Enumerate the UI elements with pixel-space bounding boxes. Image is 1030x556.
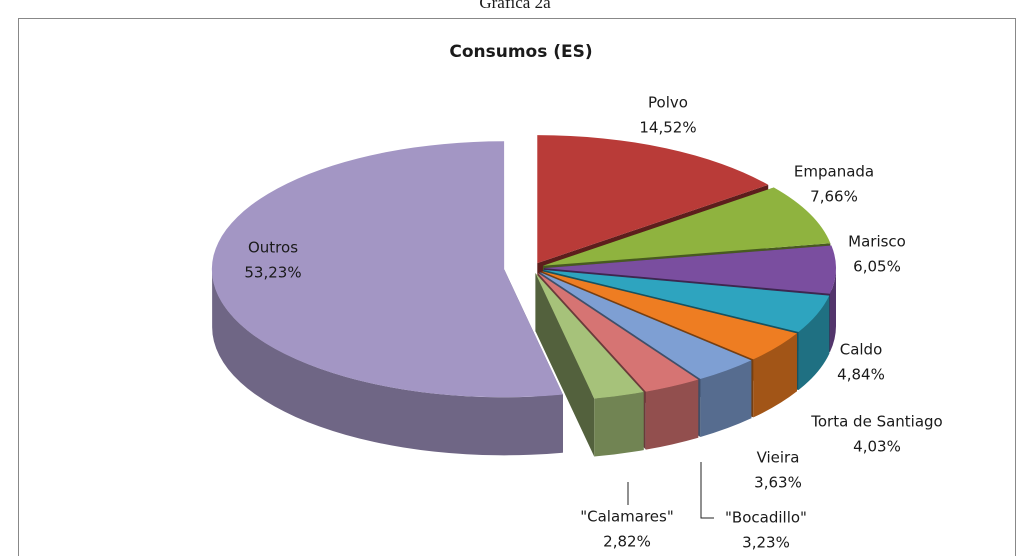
data-label-value: 4,03% bbox=[853, 438, 901, 456]
chart-title: Consumos (ES) bbox=[449, 42, 592, 62]
data-label-value: 6,05% bbox=[853, 258, 901, 276]
slice bbox=[539, 272, 752, 379]
page-title: Gráfica 2a bbox=[479, 0, 551, 12]
data-label-name: Caldo bbox=[840, 341, 883, 359]
slice-side bbox=[645, 379, 699, 450]
data-label-value: 7,66% bbox=[810, 188, 858, 206]
slice-side bbox=[700, 360, 752, 438]
labels: Polvo 14,52% Empanada 7,66% Marisco 6,05% Cald… bbox=[244, 94, 942, 552]
data-label-value: 4,84% bbox=[837, 366, 885, 384]
data-label-name: Polvo bbox=[648, 94, 688, 112]
slice bbox=[542, 187, 831, 266]
data-label-value: 53,23% bbox=[244, 264, 301, 282]
slice bbox=[211, 141, 563, 398]
chart-frame bbox=[18, 18, 1016, 556]
data-label-name: Outros bbox=[248, 239, 298, 257]
slice bbox=[537, 135, 769, 264]
leader-line bbox=[700, 462, 714, 519]
slice-side bbox=[830, 268, 836, 352]
slice bbox=[543, 245, 836, 294]
slice bbox=[537, 272, 699, 392]
slice-wall bbox=[535, 273, 595, 457]
slice bbox=[535, 273, 644, 399]
data-label-name: "Bocadillo" bbox=[725, 509, 807, 527]
data-label-value: 2,82% bbox=[603, 533, 651, 551]
data-label-name: Torta de Santiago bbox=[810, 413, 942, 431]
slice-side bbox=[753, 333, 797, 418]
data-label-value: 14,52% bbox=[639, 119, 696, 137]
slice bbox=[541, 271, 797, 360]
slice-side bbox=[212, 269, 563, 456]
slice-side bbox=[798, 295, 830, 391]
data-label-name: Vieira bbox=[757, 449, 800, 467]
data-label-name: Marisco bbox=[848, 233, 906, 251]
slice bbox=[543, 269, 830, 332]
data-label-value: 3,23% bbox=[742, 534, 790, 552]
data-label-value: 3,63% bbox=[754, 474, 802, 492]
data-label-name: "Calamares" bbox=[580, 508, 674, 526]
slice-side bbox=[594, 392, 644, 457]
data-label-name: Empanada bbox=[794, 163, 874, 181]
pie bbox=[211, 135, 836, 457]
